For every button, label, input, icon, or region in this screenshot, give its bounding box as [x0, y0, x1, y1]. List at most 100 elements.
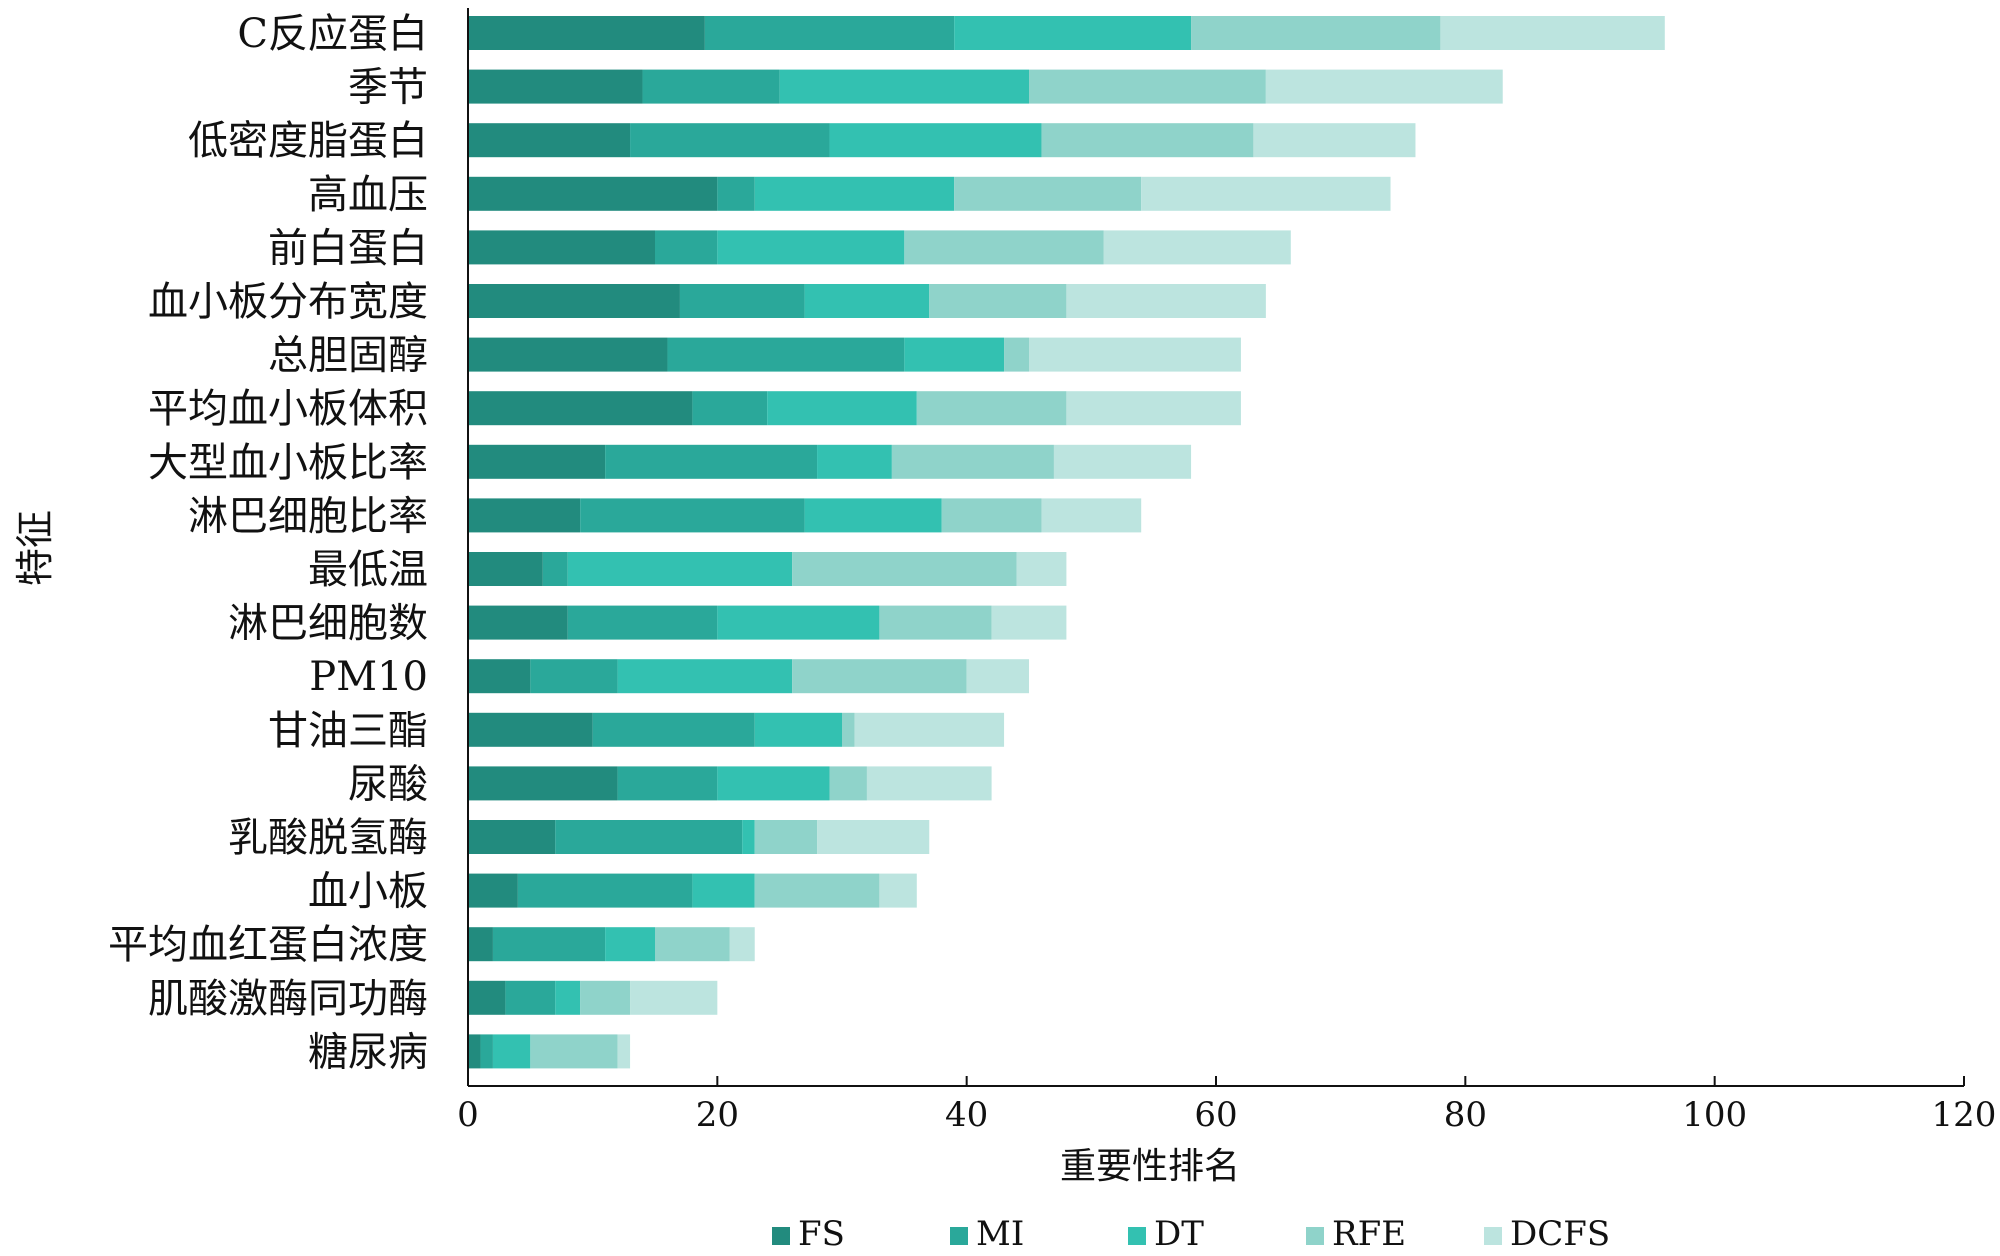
bar-segment-dt: [555, 980, 581, 1015]
bar-segment-fs: [468, 712, 593, 747]
bar-segment-fs: [468, 230, 655, 265]
bar-segment-dt: [767, 391, 917, 426]
bar-segment-mi: [592, 712, 755, 747]
category-label: 甘油三酯: [268, 708, 428, 754]
bar-segment-dcfs: [1103, 230, 1291, 265]
bar-segment-rfe: [941, 498, 1042, 533]
bar-segment-mi: [717, 176, 755, 211]
bar-segment-fs: [468, 337, 668, 372]
bar-segment-mi: [555, 820, 743, 854]
legend-item-rfe: RFE: [1306, 1214, 1406, 1254]
category-label: 季节: [348, 65, 428, 111]
bar-segment-dt: [754, 712, 842, 747]
bar-segment-dt: [692, 873, 755, 908]
bar-segment-dcfs: [1265, 69, 1503, 104]
bar-segment-dcfs: [729, 927, 755, 962]
bar-segment-mi: [704, 16, 955, 50]
legend-label: DCFS: [1510, 1214, 1610, 1254]
bar-segment-dt: [567, 552, 793, 586]
bar-segment-rfe: [904, 230, 1104, 265]
bar-segment-dcfs: [854, 712, 1005, 747]
x-tick-label: 80: [1444, 1095, 1487, 1135]
category-label: 最低温: [308, 547, 428, 593]
bar-segment-rfe: [879, 605, 992, 640]
legend: FS MI DT RFE DCFS: [772, 1214, 1610, 1254]
bar-segment-rfe: [929, 284, 1067, 318]
bar-segment-fs: [468, 16, 705, 50]
bar-segment-dt: [954, 16, 1192, 50]
bar-segment-dcfs: [817, 820, 930, 854]
bar-segment-rfe: [829, 766, 867, 801]
bar-segment-fs: [468, 605, 568, 640]
bar-segment-dcfs: [1041, 498, 1142, 533]
bar-segment-fs: [468, 980, 506, 1015]
bar-segment-fs: [468, 927, 493, 962]
legend-swatch: [772, 1227, 790, 1245]
bar-segment-dcfs: [1066, 284, 1266, 318]
bar-segment-dt: [617, 659, 793, 694]
bar-segment-rfe: [1029, 69, 1266, 104]
bar-segment-dt: [605, 927, 655, 962]
bar-segment-mi: [505, 980, 556, 1015]
category-label: 肌酸激酶同功酶: [148, 976, 428, 1022]
bar-segment-dcfs: [617, 1034, 631, 1069]
legend-label: DT: [1154, 1214, 1204, 1254]
bar-segment-dcfs: [1066, 391, 1241, 426]
category-label: 尿酸: [348, 761, 428, 807]
x-tick-label: 20: [696, 1095, 739, 1135]
legend-swatch: [950, 1227, 968, 1245]
x-tick-label: 60: [1194, 1095, 1237, 1135]
legend-swatch: [1484, 1227, 1502, 1245]
bar-segment-dcfs: [991, 605, 1067, 640]
legend-item-mi: MI: [950, 1214, 1024, 1254]
bar-segment-dcfs: [866, 766, 992, 801]
category-labels: C反应蛋白季节低密度脂蛋白高血压前白蛋白血小板分布宽度总胆固醇平均血小板体积大型…: [108, 11, 428, 1075]
bar-segment-dcfs: [966, 659, 1029, 694]
bar-segment-fs: [468, 873, 518, 908]
bar-segment-mi: [679, 284, 805, 318]
bar-segment-rfe: [916, 391, 1067, 426]
bar-segment-rfe: [842, 712, 855, 747]
bar-segment-fs: [468, 444, 606, 479]
y-axis-title: 特征: [13, 510, 57, 586]
x-ticks: 0 20 40 60 80 100 120: [457, 1076, 1996, 1135]
bar-segment-mi: [580, 498, 805, 533]
bar-segment-mi: [630, 123, 830, 158]
bar-segment-rfe: [1191, 16, 1441, 50]
bar-segment-mi: [605, 444, 818, 479]
bar-segment-mi: [642, 69, 780, 104]
bars-layer: [468, 16, 1665, 1069]
legend-label: RFE: [1332, 1214, 1406, 1254]
bar-segment-mi: [492, 927, 606, 962]
bar-segment-dt: [817, 444, 892, 479]
bar-segment-rfe: [891, 444, 1054, 479]
bar-segment-dt: [804, 498, 942, 533]
bar-segment-mi: [517, 873, 693, 908]
bar-segment-dt: [742, 820, 755, 854]
bar-segment-fs: [468, 498, 581, 533]
category-label: 大型血小板比率: [148, 440, 428, 486]
bar-segment-mi: [655, 230, 718, 265]
bar-segment-dcfs: [630, 980, 718, 1015]
bar-segment-mi: [530, 659, 618, 694]
bar-segment-mi: [542, 552, 568, 586]
category-label: 血小板分布宽度: [148, 279, 428, 325]
bar-segment-fs: [468, 659, 531, 694]
bar-segment-dt: [717, 766, 830, 801]
bar-segment-rfe: [530, 1034, 618, 1069]
legend-label: FS: [798, 1214, 845, 1254]
bar-segment-dcfs: [1440, 16, 1665, 50]
category-label: 血小板: [308, 869, 428, 915]
x-tick-label: 100: [1682, 1095, 1747, 1135]
x-tick-label: 120: [1932, 1095, 1997, 1135]
bar-segment-dcfs: [1141, 176, 1391, 211]
bar-segment-dt: [492, 1034, 531, 1069]
bar-segment-rfe: [754, 820, 818, 854]
x-axis-title: 重要性排名: [1060, 1146, 1240, 1187]
x-tick-label: 40: [945, 1095, 988, 1135]
bar-segment-mi: [567, 605, 718, 640]
bar-segment-rfe: [655, 927, 730, 962]
bar-segment-fs: [468, 69, 643, 104]
category-label: 总胆固醇: [268, 333, 428, 379]
